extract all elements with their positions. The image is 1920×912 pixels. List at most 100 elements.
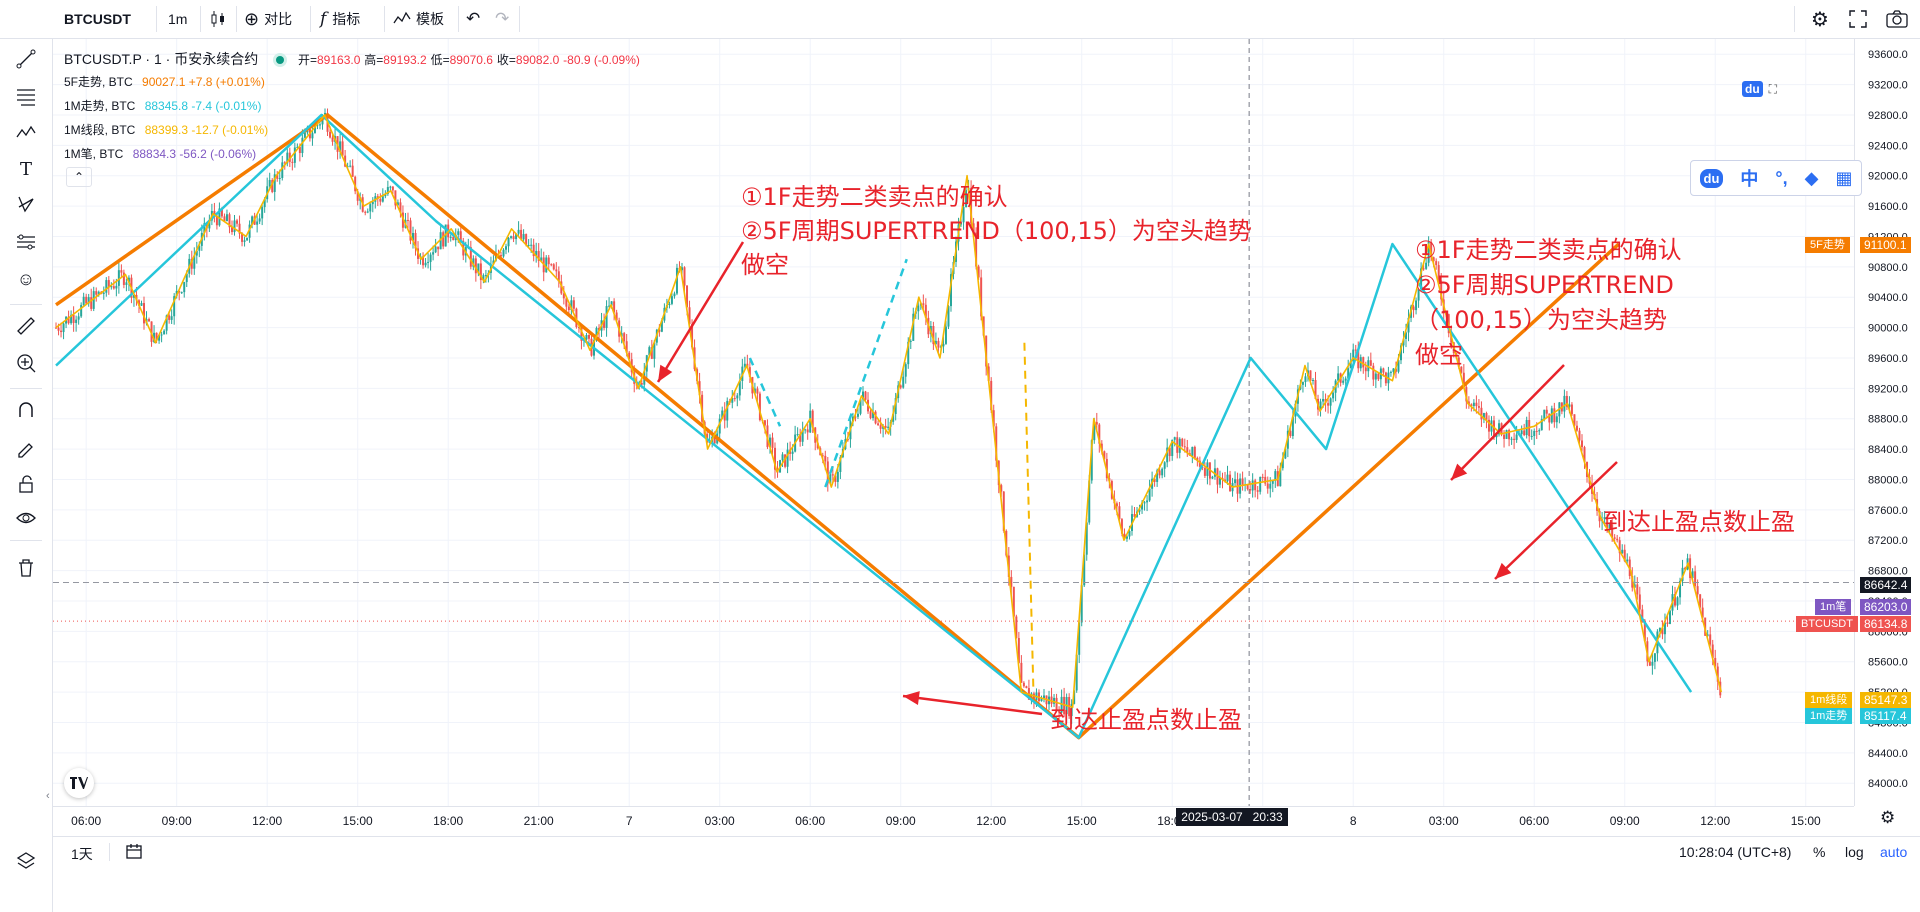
- candle-body: [668, 303, 671, 306]
- candle-body: [1098, 424, 1101, 444]
- auto-toggle[interactable]: auto: [1880, 844, 1908, 860]
- templates-button[interactable]: 模板: [393, 0, 444, 38]
- candle-body: [1495, 434, 1498, 438]
- pattern-icon[interactable]: [14, 121, 38, 145]
- undo-icon[interactable]: ↶: [466, 9, 481, 28]
- x-tick-label: 18:00: [433, 814, 463, 828]
- candle-body: [736, 395, 739, 399]
- candle-body: [459, 231, 462, 241]
- log-toggle[interactable]: log: [1845, 844, 1864, 860]
- study-legend-2[interactable]: 1M线段, BTC 88399.3 -12.7 (-0.01%): [64, 121, 268, 138]
- compare-button[interactable]: ⊕ 对比: [244, 0, 292, 38]
- ime-punct-toggle[interactable]: °,: [1775, 167, 1788, 188]
- candle-body: [1472, 402, 1475, 407]
- candle-body: [341, 141, 344, 156]
- time-axis[interactable]: 06:00 09:00 12:00 15:00 18:00 21:00 7 03:00 06:0…: [53, 806, 1854, 829]
- candle-body: [1284, 448, 1287, 459]
- candle-body: [1234, 479, 1237, 484]
- candle-body: [1206, 462, 1209, 476]
- percent-toggle[interactable]: %: [1813, 844, 1826, 860]
- annotation-arrow-head: [903, 691, 920, 705]
- layers-icon[interactable]: [14, 849, 38, 873]
- supertrend-dash: [1023, 342, 1035, 693]
- price-tag-btcusdt: 86134.8: [1860, 616, 1912, 632]
- ime-chinese-toggle[interactable]: 中: [1740, 169, 1759, 189]
- camera-icon[interactable]: [1886, 0, 1908, 38]
- candle-body: [296, 146, 299, 148]
- goto-date-icon[interactable]: [125, 843, 143, 864]
- price-chart[interactable]: 93600.0 93200.0 92800.0 92400.0 92000.0 91600…: [53, 39, 1920, 836]
- emoji-icon[interactable]: ☺: [16, 268, 36, 289]
- candle-body: [1178, 438, 1181, 453]
- candle-body: [1563, 395, 1566, 412]
- left-panel-toggle-icon[interactable]: ‹: [46, 790, 50, 802]
- ime-grid-icon[interactable]: ▦: [1835, 167, 1853, 188]
- x-tick-label: 06:00: [71, 814, 101, 828]
- forecast-icon[interactable]: [14, 230, 38, 254]
- candle-body: [396, 202, 399, 206]
- candle-body: [429, 254, 432, 262]
- interval-button[interactable]: 1m: [168, 11, 188, 27]
- candle-body: [1241, 478, 1244, 485]
- candle-body: [1183, 446, 1186, 448]
- settings-gear-icon[interactable]: ⚙: [1811, 8, 1829, 31]
- candle-body: [1681, 567, 1684, 581]
- candle-style-icon[interactable]: [208, 0, 228, 38]
- trend-line-icon[interactable]: [14, 47, 38, 71]
- candle-body: [1638, 594, 1641, 610]
- ime-skin-icon[interactable]: ◆: [1804, 167, 1819, 188]
- ohlc-open-label: 开=: [297, 53, 317, 67]
- candle-body: [1259, 476, 1262, 492]
- eye-icon[interactable]: [14, 506, 38, 530]
- candle-body: [520, 229, 523, 240]
- candle-body: [1480, 407, 1483, 420]
- candle-body: [472, 258, 475, 267]
- collapse-legend-chevron-icon[interactable]: ⌃: [66, 167, 92, 187]
- ime-mini-widget[interactable]: du ⛶: [1742, 78, 1790, 100]
- trash-icon[interactable]: [14, 556, 38, 580]
- candle-body: [1249, 489, 1252, 491]
- unlock-icon[interactable]: [14, 472, 38, 496]
- lock-drawing-icon[interactable]: [14, 435, 38, 459]
- candle-body: [673, 293, 676, 297]
- ime-logo-icon: du: [1699, 168, 1724, 188]
- range-button[interactable]: 1天: [71, 846, 93, 862]
- candle-body: [283, 162, 286, 164]
- fullscreen-icon[interactable]: [1849, 0, 1867, 38]
- supertrend-dash: [748, 357, 782, 427]
- symbol-search[interactable]: BTCUSDT: [64, 11, 131, 27]
- candle-body: [381, 196, 384, 202]
- candle-body: [1389, 371, 1392, 373]
- study-legend-0[interactable]: 5F走势, BTC 90027.1 +7.8 (+0.01%): [64, 73, 265, 90]
- text-tool-icon[interactable]: T: [19, 158, 32, 180]
- indicators-button[interactable]: f 指标: [320, 0, 360, 38]
- candle-body: [1269, 483, 1272, 489]
- candle-body: [1357, 349, 1360, 369]
- candle-body: [1570, 404, 1573, 415]
- candle-body: [1440, 280, 1443, 300]
- candle-body: [922, 303, 925, 305]
- chart-settings-gear-icon[interactable]: ⚙: [1880, 808, 1896, 827]
- study-legend-1[interactable]: 1M走势, BTC 88345.8 -7.4 (-0.01%): [64, 97, 261, 114]
- candle-body: [1181, 438, 1184, 447]
- candle-body: [233, 220, 236, 233]
- study-name: 5F走势, BTC: [64, 75, 133, 89]
- candle-body: [432, 252, 435, 255]
- node-tool-icon[interactable]: [14, 192, 38, 216]
- zoom-in-icon[interactable]: [14, 351, 38, 375]
- candle-body: [203, 223, 206, 233]
- candle-body: [261, 207, 264, 219]
- horizontal-lines-icon[interactable]: [14, 84, 38, 108]
- magnet-icon[interactable]: [14, 398, 38, 422]
- clock-timezone[interactable]: 10:28:04 (UTC+8): [1679, 844, 1792, 860]
- study-legend-3[interactable]: 1M笔, BTC 88834.3 -56.2 (-0.06%): [64, 145, 256, 162]
- ime-toolbar[interactable]: du 中 °, ◆ ▦: [1690, 160, 1862, 196]
- candle-body: [1432, 257, 1435, 262]
- x-tick-label: 03:00: [1429, 814, 1459, 828]
- candle-body: [962, 207, 965, 223]
- ruler-icon[interactable]: [14, 314, 38, 338]
- candle-body: [1173, 437, 1176, 440]
- tradingview-logo-icon[interactable]: [64, 768, 94, 798]
- redo-icon[interactable]: ↷: [495, 9, 510, 28]
- candle-body: [834, 475, 837, 482]
